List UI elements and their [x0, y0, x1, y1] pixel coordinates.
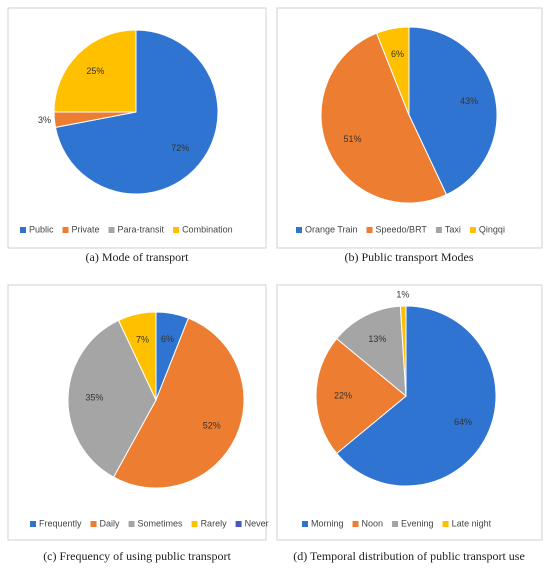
legend-label: Rarely: [201, 518, 228, 528]
data-label: 35%: [85, 392, 103, 402]
legend-swatch: [30, 521, 36, 527]
data-label: 13%: [368, 334, 386, 344]
legend-swatch: [20, 227, 26, 233]
legend-label: Noon: [362, 518, 384, 528]
panel-frame: [7, 7, 267, 249]
data-label: 3%: [38, 115, 51, 125]
chart-caption: (d) Temporal distribution of public tran…: [293, 549, 525, 563]
pie-slice: [335, 305, 497, 487]
legend-label: Private: [72, 224, 100, 234]
legend-label: Taxi: [445, 224, 461, 234]
chart-caption: (b) Public transport Modes: [345, 250, 474, 264]
legend-label: Qingqi: [479, 224, 505, 234]
data-label: 6%: [391, 49, 404, 59]
panel-frame: [7, 284, 267, 541]
data-label: 7%: [136, 334, 149, 344]
data-label: 6%: [161, 334, 174, 344]
chart-caption: (c) Frequency of using public transport: [43, 549, 231, 563]
pie-slice: [335, 305, 407, 398]
legend-swatch: [173, 227, 180, 233]
legend-swatch: [392, 521, 399, 527]
legend-swatch: [235, 521, 242, 527]
pie-slice: [320, 32, 448, 204]
legend-swatch: [469, 227, 476, 233]
legend-swatch: [191, 521, 198, 527]
legend-label: Orange Train: [305, 224, 358, 234]
pie-slice: [375, 26, 410, 116]
data-label: 51%: [343, 134, 361, 144]
data-label: 52%: [203, 421, 221, 431]
legend-label: Combination: [182, 224, 233, 234]
legend-label: Late night: [452, 518, 492, 528]
pie-slice: [408, 26, 498, 196]
pie-slice: [53, 29, 137, 113]
legend-swatch: [108, 227, 115, 233]
legend-swatch: [435, 227, 442, 233]
data-label: 1%: [396, 290, 409, 300]
chart-caption: (a) Mode of transport: [86, 250, 190, 264]
legend-label: Speedo/BRT: [376, 224, 428, 234]
legend-swatch: [352, 521, 359, 527]
panel-frame: [276, 284, 543, 541]
legend-swatch: [62, 227, 69, 233]
data-label: 72%: [171, 143, 189, 153]
data-label: 25%: [86, 66, 104, 76]
legend-label: Frequently: [39, 518, 82, 528]
legend-swatch: [90, 521, 97, 527]
pie-slice: [112, 317, 245, 489]
pie-slice: [54, 29, 219, 195]
legend-label: Para-transit: [118, 224, 165, 234]
legend-label: Morning: [311, 518, 344, 528]
pie-slice: [67, 319, 157, 478]
pie-slice: [315, 337, 407, 455]
legend-swatch: [442, 521, 449, 527]
data-label: 43%: [460, 96, 478, 106]
legend-label: Never: [245, 518, 269, 528]
legend-swatch: [366, 227, 373, 233]
legend-label: Sometimes: [138, 518, 184, 528]
legend-swatch: [302, 521, 308, 527]
legend-swatch: [128, 521, 135, 527]
panel-frame: [276, 7, 543, 249]
data-label: 22%: [334, 390, 352, 400]
pie-slice: [399, 305, 407, 397]
legend-label: Evening: [401, 518, 434, 528]
legend-label: Daily: [100, 518, 121, 528]
legend-swatch: [296, 227, 302, 233]
data-label: 64%: [454, 417, 472, 427]
legend-label: Public: [29, 224, 54, 234]
